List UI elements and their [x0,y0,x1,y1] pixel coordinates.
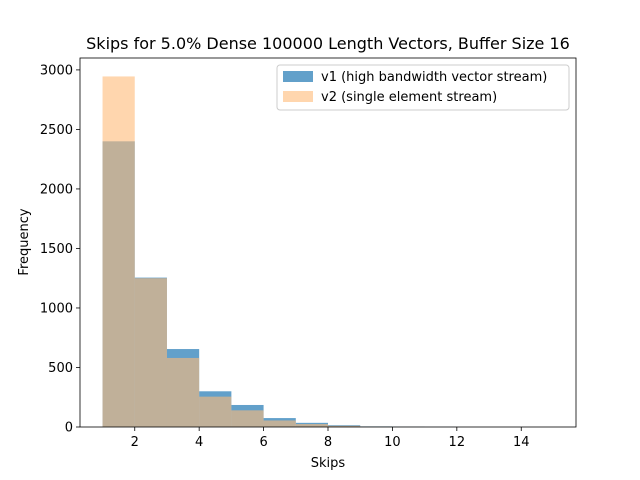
bar-series2-bin-7 [295,424,328,427]
x-tick-label: 4 [195,435,203,450]
bar-series2-bin-3 [166,357,200,427]
y-tick-label: 1500 [40,242,73,257]
y-tick-label: 1000 [40,301,73,316]
chart-title: Skips for 5.0% Dense 100000 Length Vecto… [86,34,570,53]
y-axis-ticks: 0 500 1000 1500 2000 2500 3000 [40,63,80,436]
bar-series2-bin-5 [231,410,264,427]
x-tick-label: 12 [449,435,466,450]
x-tick-label: 8 [324,435,332,450]
legend-label-series2: v2 (single element stream) [321,90,497,105]
legend: v1 (high bandwidth vector stream) v2 (sin… [276,64,570,111]
bar-series2-bin-4 [199,396,232,427]
x-tick-label: 6 [259,435,267,450]
y-tick-label: 3000 [40,63,73,78]
bar-series2-bin-8 [328,425,361,427]
legend-swatch-series1 [283,71,313,82]
y-axis-label: Frequency [17,208,32,275]
y-tick-label: 0 [65,421,73,436]
legend-swatch-series2 [283,91,313,102]
y-tick-label: 2000 [40,182,73,197]
bars-layer [102,76,457,428]
x-axis-label: Skips [311,456,346,471]
x-tick-label: 2 [131,435,139,450]
x-axis-ticks: 2 4 6 8 10 12 14 [131,427,530,450]
legend-label-series1: v1 (high bandwidth vector stream) [321,70,547,85]
x-tick-label: 10 [384,435,401,450]
y-tick-label: 500 [48,361,73,376]
bar-series2-bin-6 [263,420,296,427]
x-tick-label: 14 [513,435,530,450]
bar-series2-bin-1 [102,76,135,427]
y-tick-label: 2500 [40,123,73,138]
legend-box [276,64,570,111]
bar-series2-bin-2 [134,278,167,427]
